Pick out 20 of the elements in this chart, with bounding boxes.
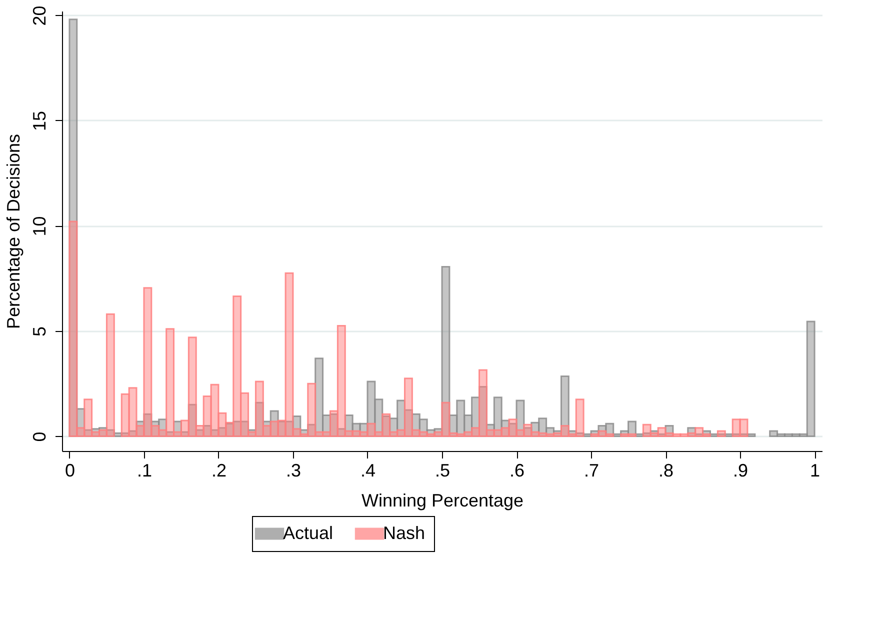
x-axis-title: Winning Percentage xyxy=(361,490,524,510)
y-tick-label: 15 xyxy=(30,110,50,131)
legend-label: Nash xyxy=(383,522,426,543)
x-tick-label: .9 xyxy=(733,460,748,480)
x-tick-label: 1 xyxy=(810,460,820,480)
x-tick-label: .7 xyxy=(584,460,600,480)
y-axis-title: Percentage of Decisions xyxy=(4,134,24,330)
x-tick-label: .1 xyxy=(136,460,152,480)
x-tick-label: .5 xyxy=(434,460,450,480)
x-tick-label: .3 xyxy=(286,460,301,480)
y-tick-label: 10 xyxy=(30,216,50,236)
x-tick-label: .8 xyxy=(658,460,674,480)
x-tick-label: 0 xyxy=(64,460,75,480)
legend-label: Actual xyxy=(283,522,334,543)
y-tick-label: 0 xyxy=(30,432,50,442)
y-tick-label: 20 xyxy=(30,6,50,26)
x-tick-label: .2 xyxy=(211,460,226,480)
y-tick-label: 5 xyxy=(30,326,50,337)
x-tick-label: .6 xyxy=(510,460,525,480)
x-tick-label: .4 xyxy=(360,460,376,480)
